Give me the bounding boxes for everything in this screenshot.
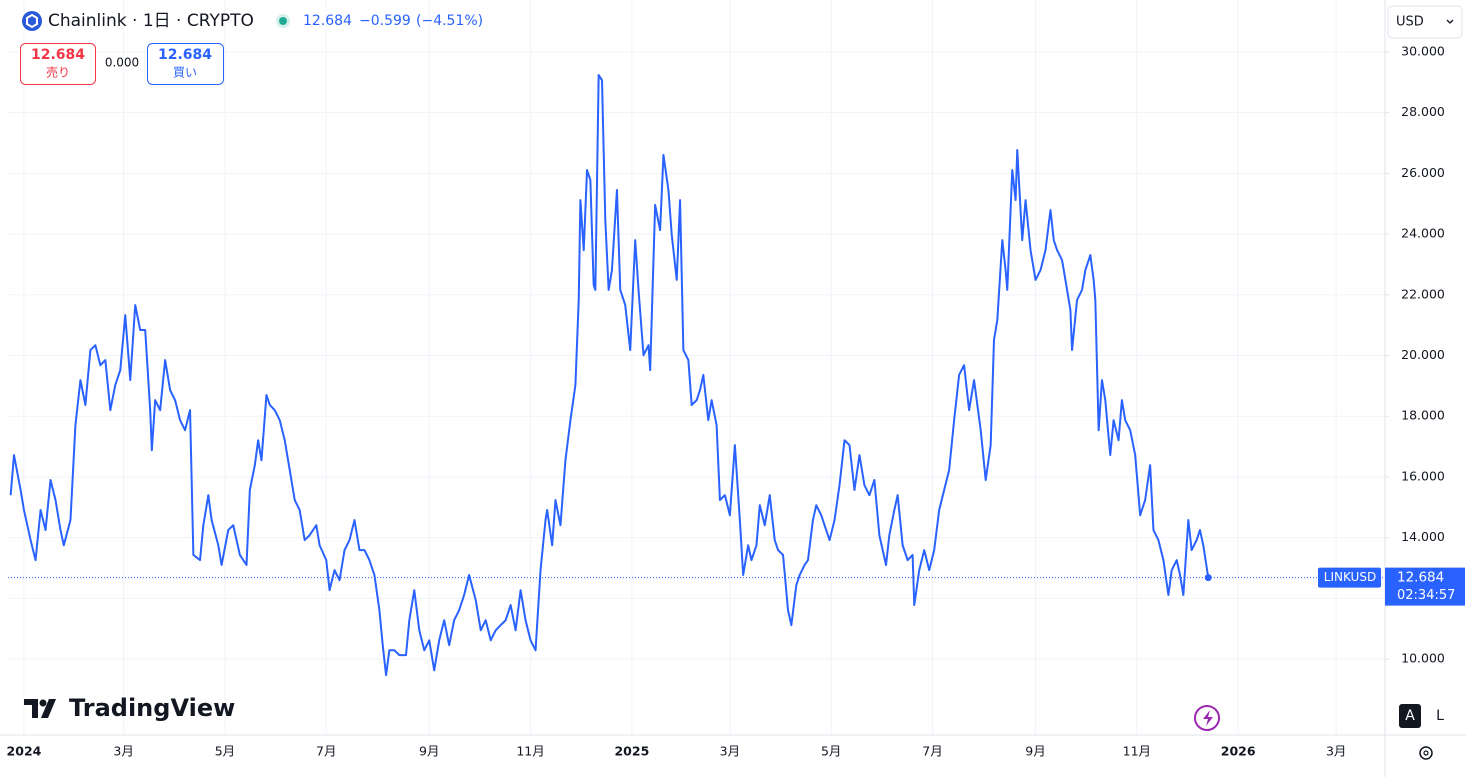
last-point: [1204, 574, 1212, 582]
x-tick-label: 7月: [316, 744, 336, 759]
buy-price[interactable]: 12.684: [158, 47, 212, 63]
price-tag: [1385, 567, 1465, 606]
y-tick-label: 24.000: [1401, 226, 1445, 241]
spread: 0.000: [105, 56, 139, 70]
settings-icon[interactable]: [1419, 746, 1433, 760]
y-tick-label: 14.000: [1401, 529, 1445, 544]
y-tick-label: 18.000: [1401, 408, 1445, 423]
x-tick-label: 5月: [821, 744, 841, 759]
y-tick-label: 28.000: [1401, 104, 1445, 119]
y-tick-label: 22.000: [1401, 286, 1445, 301]
x-tick-label: 9月: [419, 744, 439, 759]
last-price: 12.684: [303, 13, 352, 29]
price-change: −0.599: [359, 13, 411, 29]
x-tick-label: 3月: [1326, 744, 1346, 759]
x-tick-label: 9月: [1025, 744, 1045, 759]
sell-label[interactable]: 売り: [46, 65, 70, 80]
brand-logo-dot: [39, 699, 47, 707]
x-tick-label: 2025: [614, 744, 649, 759]
x-tick-label: 7月: [922, 744, 942, 759]
price-tag-label: 12.684: [1397, 570, 1444, 586]
x-tick-label: 2024: [7, 744, 42, 759]
currency-label[interactable]: USD: [1396, 15, 1424, 30]
symbol-logo: [22, 11, 42, 31]
y-tick-label: 26.000: [1401, 165, 1445, 180]
symbol-tag: [1318, 567, 1381, 588]
x-tick-label: 11月: [516, 744, 544, 759]
dropdown-arrow[interactable]: [1446, 19, 1454, 24]
price-change-pct: (−4.51%): [416, 13, 483, 29]
auto-scale-label[interactable]: A: [1405, 708, 1415, 724]
symbol-tag-label: LINKUSD: [1324, 570, 1376, 584]
countdown-label: 02:34:57: [1397, 588, 1455, 603]
buy-button[interactable]: [147, 43, 224, 85]
x-tick-label: 5月: [215, 744, 235, 759]
log-scale-label[interactable]: L: [1436, 708, 1444, 724]
x-tick-label: 11月: [1123, 744, 1151, 759]
status-dot: [279, 17, 287, 25]
grid: [8, 0, 1385, 735]
brand-name: TradingView: [69, 694, 235, 722]
x-tick-label: 3月: [113, 744, 133, 759]
brand-logo: [24, 699, 56, 718]
symbol-logo-mark: [26, 13, 38, 29]
buy-label[interactable]: 買い: [173, 66, 197, 80]
settings-icon-core[interactable]: [1423, 750, 1429, 756]
x-tick-label: 2026: [1221, 744, 1256, 759]
sell-button[interactable]: [20, 43, 96, 85]
price-line: [9, 73, 1210, 677]
plot: [8, 73, 1385, 677]
y-tick-label: 20.000: [1401, 347, 1445, 362]
y-tick-label: 30.000: [1401, 43, 1445, 58]
sell-price[interactable]: 12.684: [31, 47, 85, 63]
x-tick-label: 3月: [720, 744, 740, 759]
alert-bolt[interactable]: [1203, 710, 1213, 726]
y-tick-label: 16.000: [1401, 468, 1445, 483]
currency-select[interactable]: [1387, 5, 1463, 39]
axes: 10.00012.00014.00016.00018.00020.00022.0…: [7, 43, 1465, 759]
auto-scale-button[interactable]: [1399, 704, 1421, 728]
y-tick-label: 10.000: [1401, 651, 1445, 666]
chart-title: Chainlink · 1日 · CRYPTO: [48, 11, 254, 31]
